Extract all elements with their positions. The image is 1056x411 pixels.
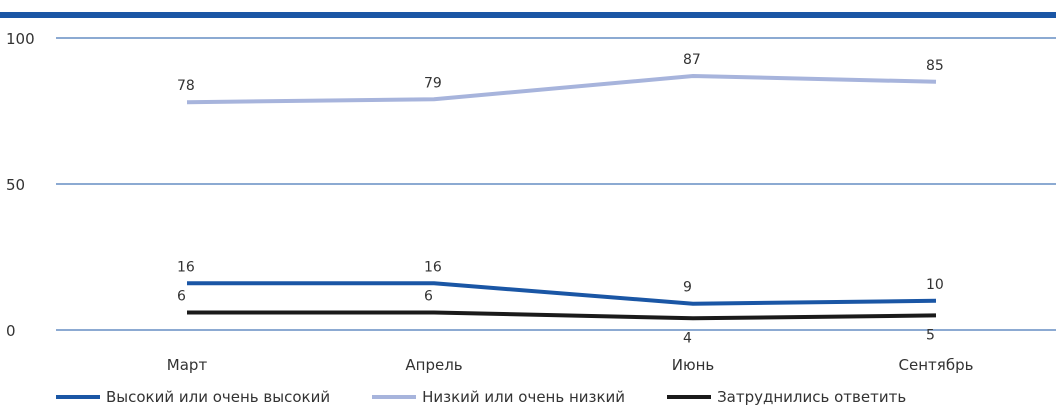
legend-item-low: Низкий или очень низкий [372,388,625,406]
data-label-undecided-0: 6 [177,288,186,304]
legend-label-undecided: Затруднились ответить [717,388,907,406]
legend-swatch-low [372,395,417,399]
data-label-low-2: 87 [683,52,701,68]
data-label-high-3: 10 [926,277,944,293]
data-label-low-0: 78 [177,78,195,94]
data-label-low-3: 85 [926,58,944,74]
data-label-high-0: 16 [177,259,195,275]
top-accent-bar [0,12,1056,18]
data-label-high-1: 16 [424,259,442,275]
legend-label-low: Низкий или очень низкий [422,388,626,406]
y-tick-label-50: 50 [6,176,25,194]
x-tick-label-1: Апрель [405,356,462,374]
data-label-high-2: 9 [683,280,692,296]
x-tick-label-2: Июнь [672,356,715,374]
legend: Высокий или очень высокий Низкий или оче… [56,387,1056,407]
data-label-undecided-1: 6 [424,288,433,304]
data-label-undecided-3: 5 [926,327,935,343]
legend-swatch-high [56,395,100,399]
series-line-undecided [187,310,937,321]
data-label-low-1: 79 [424,75,442,91]
legend-swatch-undecided [667,395,712,399]
data-label-undecided-2: 4 [683,330,692,346]
legend-label-high: Высокий или очень высокий [106,388,331,406]
x-tick-label-0: Март [167,356,208,374]
series-line-low [186,74,937,105]
y-tick-label-100: 100 [6,30,35,48]
legend-item-high: Высокий или очень высокий [56,388,330,406]
y-tick-label-0: 0 [6,322,16,340]
series-line-high [187,281,937,306]
x-tick-label-3: Сентябрь [899,356,974,374]
legend-item-undecided: Затруднились ответить [667,388,906,406]
